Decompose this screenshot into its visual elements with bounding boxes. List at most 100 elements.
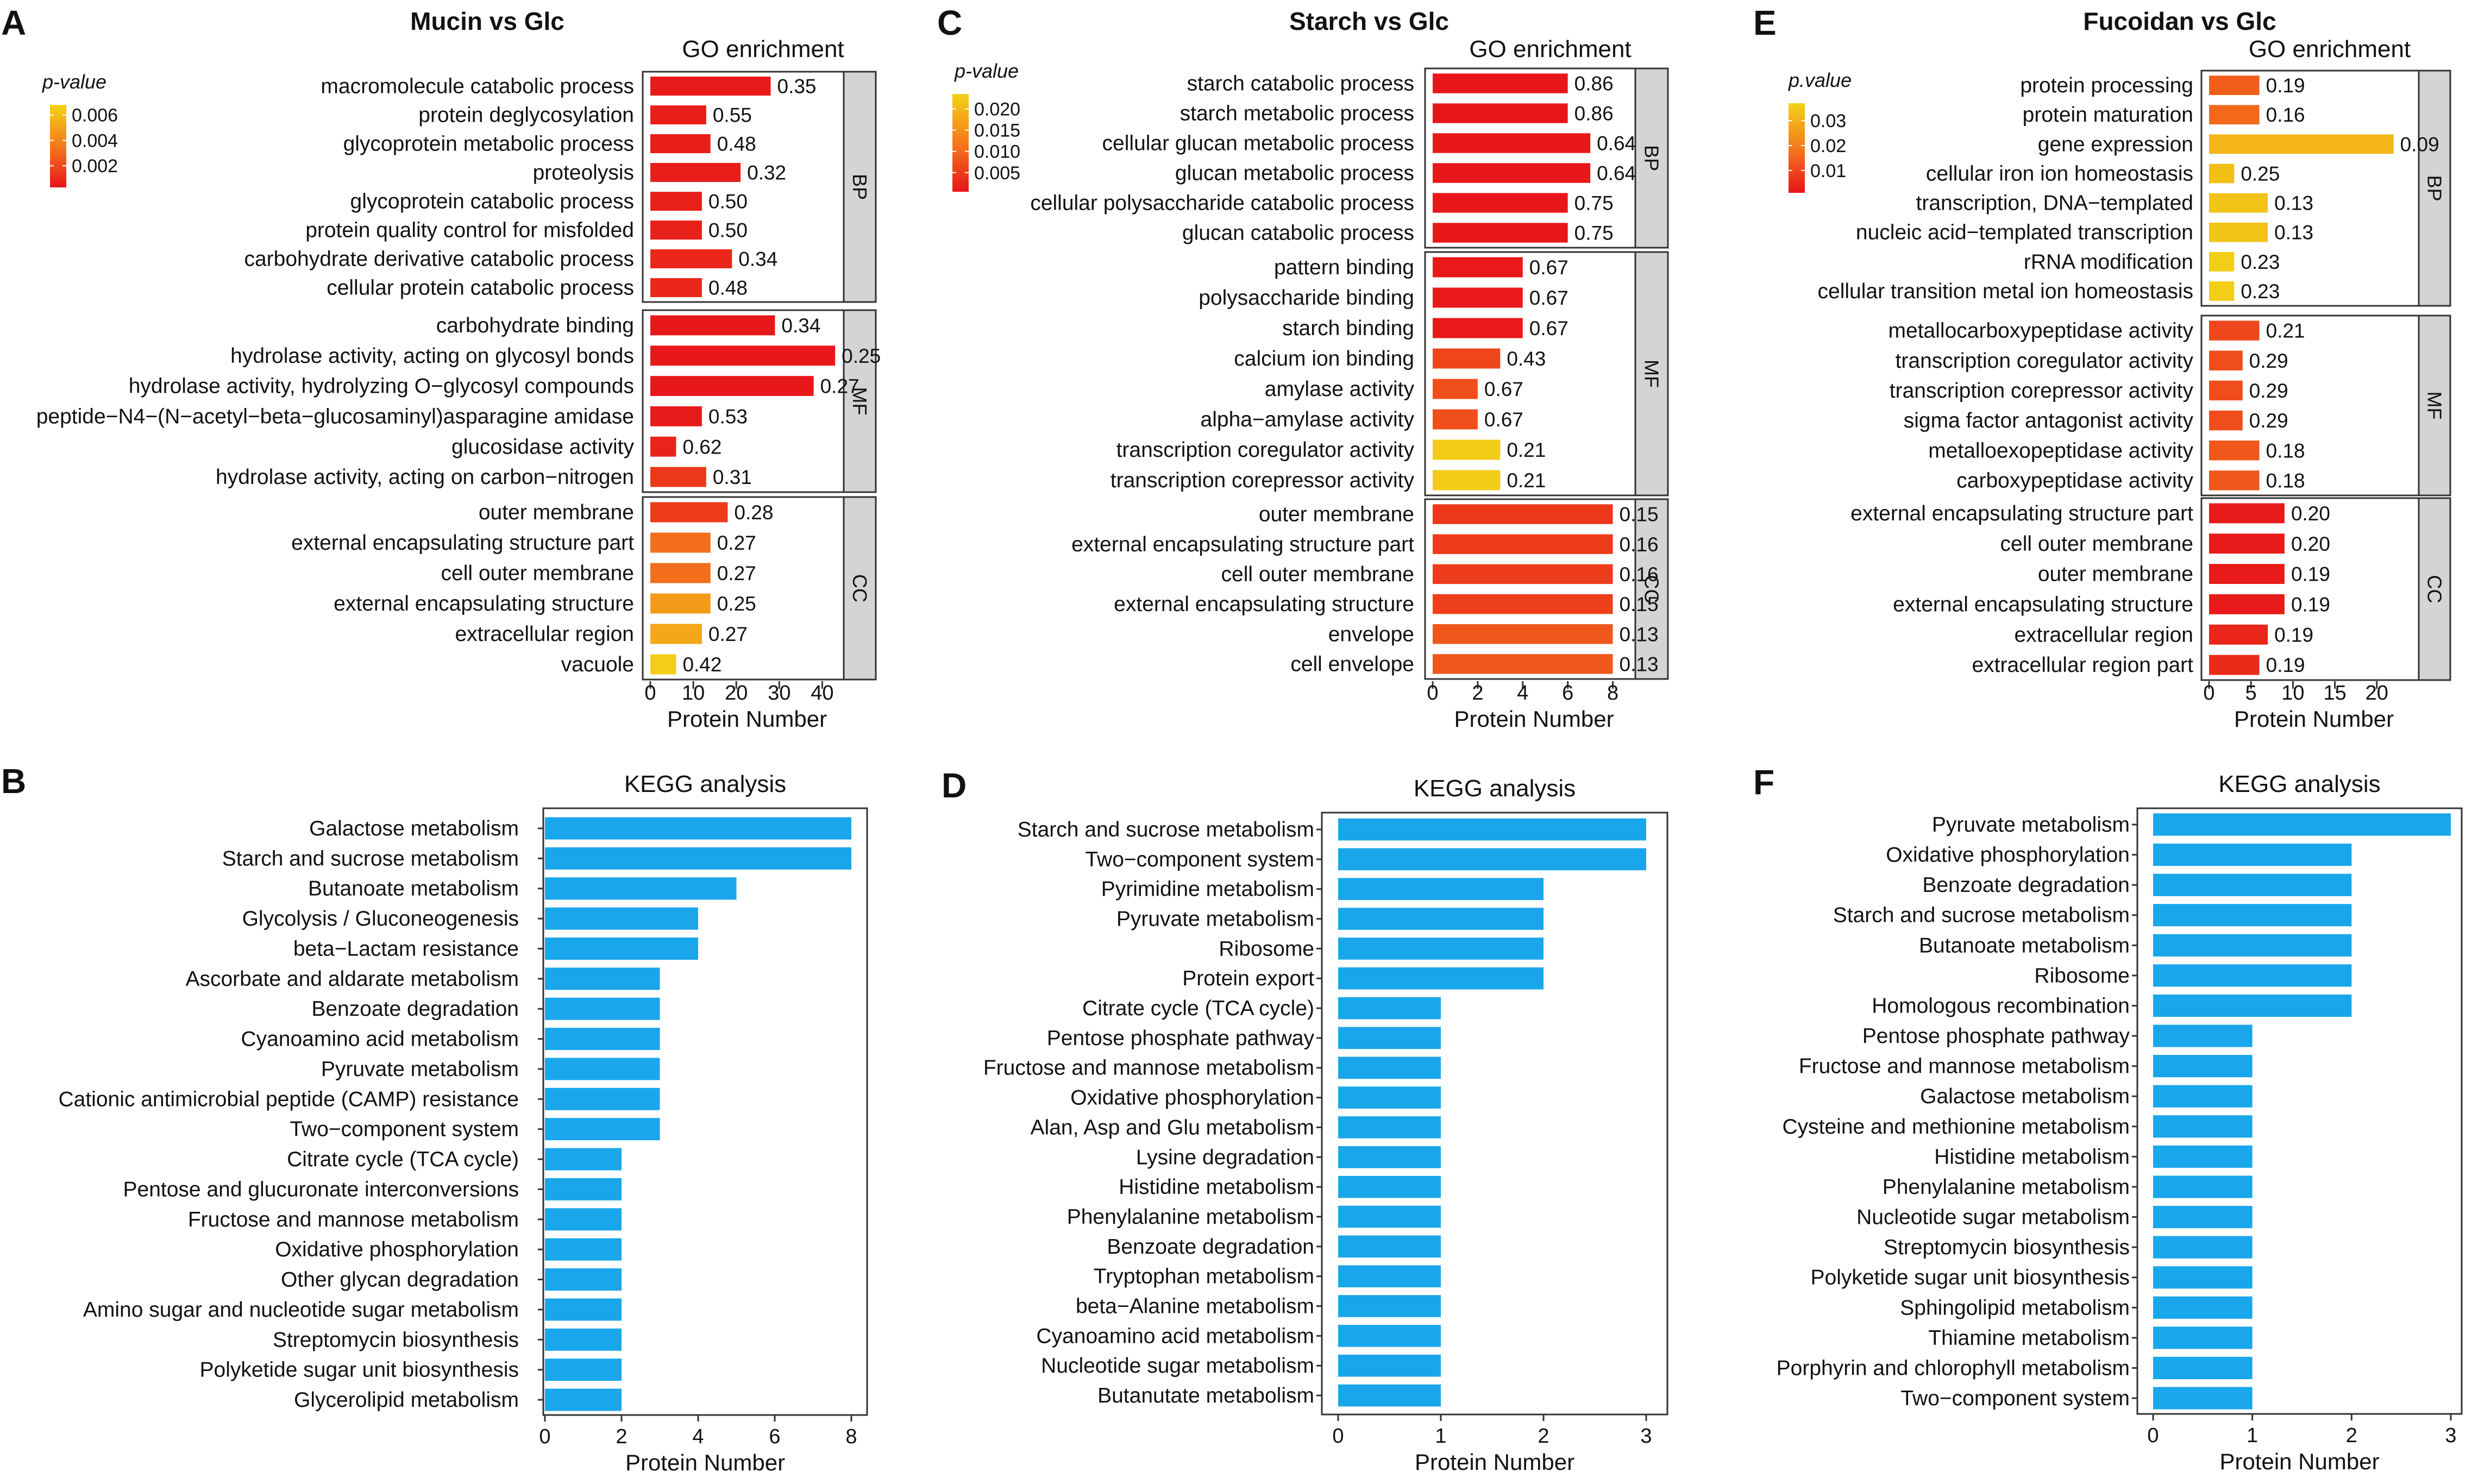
legend-tick-label: 0.004: [72, 130, 118, 151]
go-value-label: 0.15: [1620, 504, 1659, 526]
kegg-category-label: Oxidative phosphorylation: [275, 1238, 519, 1261]
go-bar: [2209, 503, 2285, 524]
go-bar: [650, 502, 728, 523]
kegg-category-label: Streptomycin biosynthesis: [1884, 1236, 2130, 1259]
go-bar: [1433, 439, 1501, 460]
kegg-bar: [545, 1359, 622, 1381]
kegg-bar: [545, 1238, 622, 1261]
go-value-label: 0.19: [2291, 593, 2330, 615]
kegg-category-label: Sphingolipid metabolism: [1900, 1296, 2130, 1319]
legend-tick-label: 0.02: [1810, 136, 1846, 156]
kegg-category-label: Glycerolipid metabolism: [294, 1388, 519, 1412]
x-tick-label: 2: [1538, 1425, 1549, 1448]
kegg-category-label: Benzoate degradation: [1107, 1235, 1314, 1259]
go-bar: [2209, 105, 2260, 125]
kegg-bar: [2153, 1387, 2253, 1410]
go-bar: [650, 163, 741, 182]
kegg-category-label: Pyrimidine metabolism: [1101, 878, 1314, 901]
kegg-category-label: Ribosome: [2034, 964, 2130, 988]
kegg-bar: [545, 1058, 660, 1080]
go-value-label: 0.13: [2274, 192, 2313, 215]
x-tick-label: 6: [1562, 682, 1573, 705]
kegg-bar: [1338, 878, 1544, 900]
legend-tick-label: 0.010: [974, 142, 1020, 162]
x-axis-title: Protein Number: [2234, 706, 2394, 732]
panel-letter: D: [942, 766, 967, 805]
go-value-label: 0.25: [2241, 162, 2280, 185]
kegg-category-label: Galactose metabolism: [309, 817, 519, 840]
go-bar: [1433, 470, 1501, 491]
kegg-bar: [1338, 938, 1544, 960]
x-tick-label: 3: [1640, 1425, 1652, 1448]
kegg-category-label: Pyruvate metabolism: [1116, 908, 1314, 931]
go-value-label: 0.27: [708, 623, 748, 645]
kegg-category-label: Phenylalanine metabolism: [1067, 1205, 1314, 1229]
go-term-label: starch binding: [1282, 317, 1414, 340]
go-term-label: protein maturation: [2023, 103, 2193, 127]
go-value-label: 0.19: [2266, 74, 2305, 97]
go-bar: [1433, 318, 1523, 338]
go-term-label: external encapsulating structure: [1114, 593, 1414, 616]
go-value-label: 0.29: [2249, 350, 2288, 372]
plot-frame: [2136, 807, 2463, 1415]
x-axis-title: Protein Number: [667, 706, 827, 732]
kegg-bar: [1338, 1235, 1441, 1258]
go-value-label: 0.18: [2266, 469, 2305, 492]
x-tick-label: 5: [2245, 682, 2257, 705]
x-tick-label: 3: [2445, 1424, 2456, 1447]
kegg-bar: [1338, 1205, 1441, 1228]
go-value-label: 0.64: [1597, 162, 1636, 185]
kegg-bar: [545, 877, 737, 900]
go-term-label: rRNA modification: [2024, 250, 2193, 274]
facet-strip: [843, 496, 877, 681]
go-term-label: external encapsulating structure: [334, 592, 634, 615]
legend-title: p-value: [42, 71, 106, 93]
kegg-category-label: Starch and sucrose metabolism: [222, 847, 519, 870]
kegg-category-label: Histidine metabolism: [1119, 1175, 1314, 1199]
go-value-label: 0.67: [1529, 317, 1568, 339]
kegg-category-label: Citrate cycle (TCA cycle): [1082, 997, 1314, 1020]
go-term-label: cellular polysaccharide catabolic proces…: [1030, 192, 1414, 215]
go-term-label: carbohydrate derivative catabolic proces…: [244, 248, 634, 271]
kegg-category-label: Pentose phosphate pathway: [1047, 1027, 1315, 1050]
go-term-label: hydrolase activity, hydrolyzing O−glycos…: [129, 375, 634, 398]
legend-title: p.value: [1788, 69, 1852, 91]
go-bar: [650, 105, 706, 124]
kegg-bar: [2153, 813, 2451, 836]
go-bar: [1433, 163, 1591, 183]
x-tick-label: 1: [2247, 1424, 2258, 1447]
x-tick-label: 8: [845, 1425, 857, 1448]
kegg-category-label: Benzoate degradation: [311, 997, 519, 1021]
panel-letter: F: [1753, 763, 1774, 802]
facet-strip: [2418, 315, 2451, 496]
kegg-bar: [545, 1118, 660, 1141]
x-tick-label: 2: [2346, 1424, 2357, 1447]
x-axis-title: Protein Number: [1415, 1449, 1574, 1475]
go-value-label: 0.29: [2249, 410, 2288, 432]
x-tick-label: 0: [539, 1425, 550, 1448]
go-value-label: 0.31: [713, 466, 752, 488]
kegg-bar: [2153, 964, 2352, 987]
kegg-category-label: Oxidative phosphorylation: [1070, 1086, 1314, 1110]
kegg-category-label: Nucleotide sugar metabolism: [1856, 1206, 2130, 1229]
go-term-label: hydrolase activity, acting on carbon−nit…: [216, 466, 634, 489]
facet-strip: [1634, 67, 1669, 249]
kegg-title: KEGG analysis: [1414, 775, 1576, 802]
go-value-label: 0.13: [2274, 222, 2313, 244]
kegg-category-label: Pyruvate metabolism: [321, 1058, 519, 1081]
facet-strip: [1634, 251, 1669, 496]
go-term-label: protein deglycosylation: [418, 104, 634, 127]
go-bar: [1433, 133, 1591, 153]
panel-title: Fucoidan vs Glc: [2083, 7, 2276, 35]
x-tick-label: 0: [644, 682, 656, 705]
go-term-label: cellular iron ion homeostasis: [1926, 162, 2193, 185]
kegg-category-label: Pentose phosphate pathway: [1862, 1024, 2130, 1048]
go-value-label: 0.42: [682, 653, 721, 676]
x-tick-label: 10: [2281, 682, 2304, 705]
kegg-bar: [1338, 1175, 1441, 1198]
go-bar: [2209, 222, 2268, 242]
facet-strip: [843, 71, 877, 303]
go-value-label: 0.16: [1620, 563, 1659, 586]
go-term-label: external encapsulating structure part: [291, 531, 634, 555]
x-tick-label: 30: [768, 682, 790, 705]
